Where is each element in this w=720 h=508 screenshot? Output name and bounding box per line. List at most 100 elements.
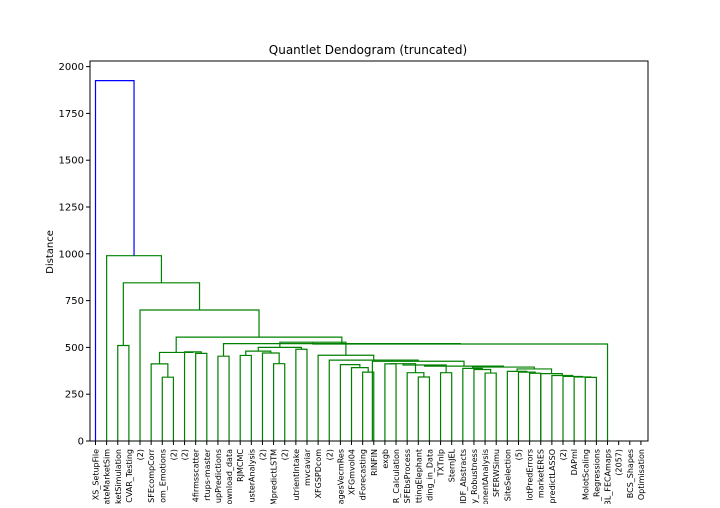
dendrogram-link-2 xyxy=(239,354,252,441)
leaf-label: dForecasting xyxy=(359,449,368,500)
leaf-label: XFGmvol04 xyxy=(348,449,357,495)
leaf-label: R_Calculation xyxy=(392,449,401,503)
y-tick-label: 0 xyxy=(78,437,84,448)
leaf-label: (2) xyxy=(181,449,190,460)
dendrogram-link-22 xyxy=(473,368,492,441)
leaf-label: CVAR_Testing xyxy=(125,449,134,503)
dendrogram-link-9 xyxy=(217,355,230,441)
dendrogram-link-7 xyxy=(150,363,169,441)
dendrogram-link-15 xyxy=(417,376,431,441)
x-tick-group: XS_SetupFile ateMarketSim ketSimulation CVA… xyxy=(92,441,646,505)
dendrogram-link-5 xyxy=(245,350,272,356)
leaf-label: predictLASSO xyxy=(548,449,557,504)
leaf-label: SternJEL xyxy=(448,448,457,482)
y-axis-label: Distance xyxy=(45,230,56,274)
leaf-label: XS_SetupFile xyxy=(92,449,101,500)
leaf-label: ding_in_Data xyxy=(425,449,434,501)
y-tick-label: 2000 xyxy=(59,62,84,73)
dendrogram-link-29 xyxy=(562,375,584,441)
dendrogram-link-46 xyxy=(106,255,163,441)
leaf-label: (2) xyxy=(136,449,145,460)
dendrogram-link-14 xyxy=(339,364,361,441)
leaf-label: TXTnlp xyxy=(437,449,446,477)
leaf-label: RJMCMC xyxy=(236,449,245,482)
leaf-label: marketERES xyxy=(537,449,546,498)
dendrogram-link-31 xyxy=(540,373,563,441)
y-tick-label: 1500 xyxy=(59,156,84,167)
leaf-label: 4firmsscatter xyxy=(192,448,201,502)
leaf-label: lotPredErrors xyxy=(526,449,535,501)
leaf-label: SiteSelection xyxy=(503,449,512,501)
leaf-label: Optimisation xyxy=(637,449,646,500)
y-tick-label: 250 xyxy=(65,390,84,401)
dendrogram-link-11 xyxy=(257,346,303,352)
leaf-label: exgb xyxy=(381,449,390,469)
leaf-label: agesVecmRes xyxy=(336,449,345,504)
dendrogram-link-0 xyxy=(195,352,208,441)
leaf-label: rtups-master xyxy=(203,448,212,501)
dendrogram-link-26 xyxy=(506,370,528,441)
leaf-label: _Regressions xyxy=(592,449,601,502)
y-tick-label: 750 xyxy=(65,296,84,307)
leaf-label: (2057) xyxy=(615,449,624,476)
dendrogram-link-41 xyxy=(175,336,343,353)
leaf-label: utrientIntake xyxy=(292,449,301,501)
leaf-label: XFGSPDcom xyxy=(314,449,323,499)
leaf-label: IDF_Abstracts xyxy=(459,449,468,504)
chart-title: Quantlet Dendogram (truncated) xyxy=(269,43,467,57)
leaf-label: ttingElephant xyxy=(414,449,423,503)
leaf-label: SFEcompCorr xyxy=(147,448,156,503)
leaf-label: DAPml xyxy=(570,449,579,475)
y-tick-label: 1250 xyxy=(59,203,84,214)
dendrogram-link-16 xyxy=(406,372,425,441)
leaf-label: SFEbsProcess xyxy=(403,449,412,503)
y-tick-label: 500 xyxy=(65,343,84,354)
y-tick-label: 1000 xyxy=(59,249,84,260)
leaf-label: MolotScaling xyxy=(581,449,590,500)
leaf-label: BCS_Shapes xyxy=(626,449,635,498)
leaf-label: (2) xyxy=(325,449,334,460)
y-tick-label: 1750 xyxy=(59,109,84,120)
leaf-label: (2) xyxy=(258,449,267,460)
leaf-label: (2) xyxy=(281,449,290,460)
dendrogram-link-23 xyxy=(462,367,483,441)
dendrogram-link-40 xyxy=(222,343,461,357)
dendrogram-link-30 xyxy=(551,374,574,441)
dendrogram-link-4 xyxy=(261,352,280,441)
dendrogram-link-19 xyxy=(439,372,453,441)
leaf-label: onentAnalysis xyxy=(481,449,490,504)
dendrogram-link-28 xyxy=(573,376,592,441)
dendrogram-link-6 xyxy=(161,376,175,441)
leaf-label: (2) xyxy=(169,449,178,460)
plot-frame xyxy=(89,60,649,442)
leaf-label: om_Emotions xyxy=(158,449,167,503)
dendrogram-link-45 xyxy=(122,282,201,346)
leaf-label: ownload_data xyxy=(225,449,234,504)
dendrogram-link-8 xyxy=(158,351,194,364)
dendrogram-link-25 xyxy=(517,371,536,441)
dendrogram-link-1 xyxy=(183,351,202,441)
leaf-label: SFERWSimu xyxy=(492,449,501,497)
link-group xyxy=(94,80,609,441)
dendrogram-link-13 xyxy=(350,367,369,441)
leaf-label: MpredictLSTM xyxy=(270,449,279,504)
dendrogram-link-24 xyxy=(529,372,542,441)
dendrogram-link-27 xyxy=(584,376,597,441)
dendrogram-link-21 xyxy=(484,372,497,441)
leaf-label: 3L_FECAmaps xyxy=(604,449,613,504)
leaf-label: ateMarketSim xyxy=(103,449,112,504)
leaf-label: y_Robustness xyxy=(470,449,479,504)
dendrogram-link-3 xyxy=(272,363,286,441)
dendrogram-link-10 xyxy=(295,348,308,441)
dendrogram-link-47 xyxy=(94,80,135,441)
y-tick-group: 0 250 500 750 1000 1250 1500 1750 2000 xyxy=(59,62,90,448)
dendrogram-link-43 xyxy=(139,309,260,441)
leaf-label: ketSimulation xyxy=(114,449,123,504)
leaf-label: mvcaviar xyxy=(303,448,312,486)
leaf-label: (5) xyxy=(514,449,523,460)
leaf-label: RINFIN xyxy=(370,449,379,476)
leaf-label: (2) xyxy=(559,449,568,460)
leaf-label: usterAnalysis xyxy=(247,449,256,503)
